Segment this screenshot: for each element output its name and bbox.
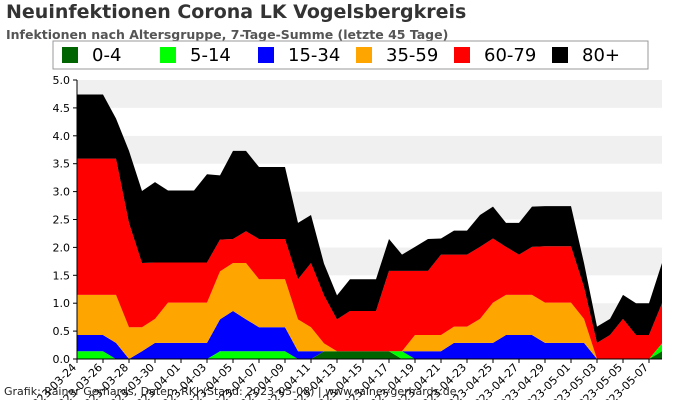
y-tick-label: 2.5 (53, 214, 71, 227)
series-area-15-34 (77, 311, 662, 359)
y-tick-label: 4.5 (53, 102, 71, 115)
y-tick-label: 1.5 (53, 269, 71, 282)
y-tick-label: 0.0 (53, 353, 71, 366)
y-tick-label: 0.5 (53, 325, 71, 338)
series-areas (77, 94, 662, 359)
chart-title: Neuinfektionen Corona LK Vogelsbergkreis (6, 1, 467, 23)
legend: 0-4 5-14 15-34 35-59 60-79 80+ (52, 40, 649, 70)
y-tick-label: 3.0 (53, 186, 71, 199)
series-area-60-79 (77, 158, 662, 359)
legend-label: 15-34 (288, 45, 340, 66)
y-tick-label: 4.0 (53, 130, 71, 143)
series-area-5-14 (77, 343, 662, 359)
legend-swatch (160, 47, 176, 63)
grid-band (77, 163, 662, 192)
grid-band (77, 135, 662, 164)
y-tick-label: 1.0 (53, 297, 71, 310)
grid-band (77, 80, 662, 108)
y-axis-ticks: 0.0 0.5 1.0 1.5 2.0 2.5 3.0 3.5 4.0 4.5 5.0 (53, 74, 77, 366)
legend-label: 35-59 (386, 45, 438, 66)
series-area-80+ (77, 94, 662, 343)
grid-band (77, 107, 662, 136)
legend-swatch (454, 47, 470, 63)
legend-swatch (356, 47, 372, 63)
chart-subtitle: Infektionen nach Altersgruppe, 7-Tage-Su… (6, 27, 449, 42)
series-area-35-59 (77, 263, 662, 359)
legend-label: 80+ (582, 45, 620, 66)
y-tick-label: 2.0 (53, 241, 71, 254)
legend-label: 60-79 (484, 45, 536, 66)
legend-label: 0-4 (92, 45, 121, 66)
legend-swatch (258, 47, 274, 63)
legend-label: 5-14 (190, 45, 231, 66)
legend-swatch (62, 47, 78, 63)
legend-swatch (552, 47, 568, 63)
y-tick-label: 3.5 (53, 158, 71, 171)
series-area-0-4 (77, 351, 662, 359)
y-tick-label: 5.0 (53, 74, 71, 87)
legend-box (52, 40, 649, 70)
source-credit: Grafik: Rainer Gerhards, Daten: RKI (Sta… (4, 385, 457, 398)
